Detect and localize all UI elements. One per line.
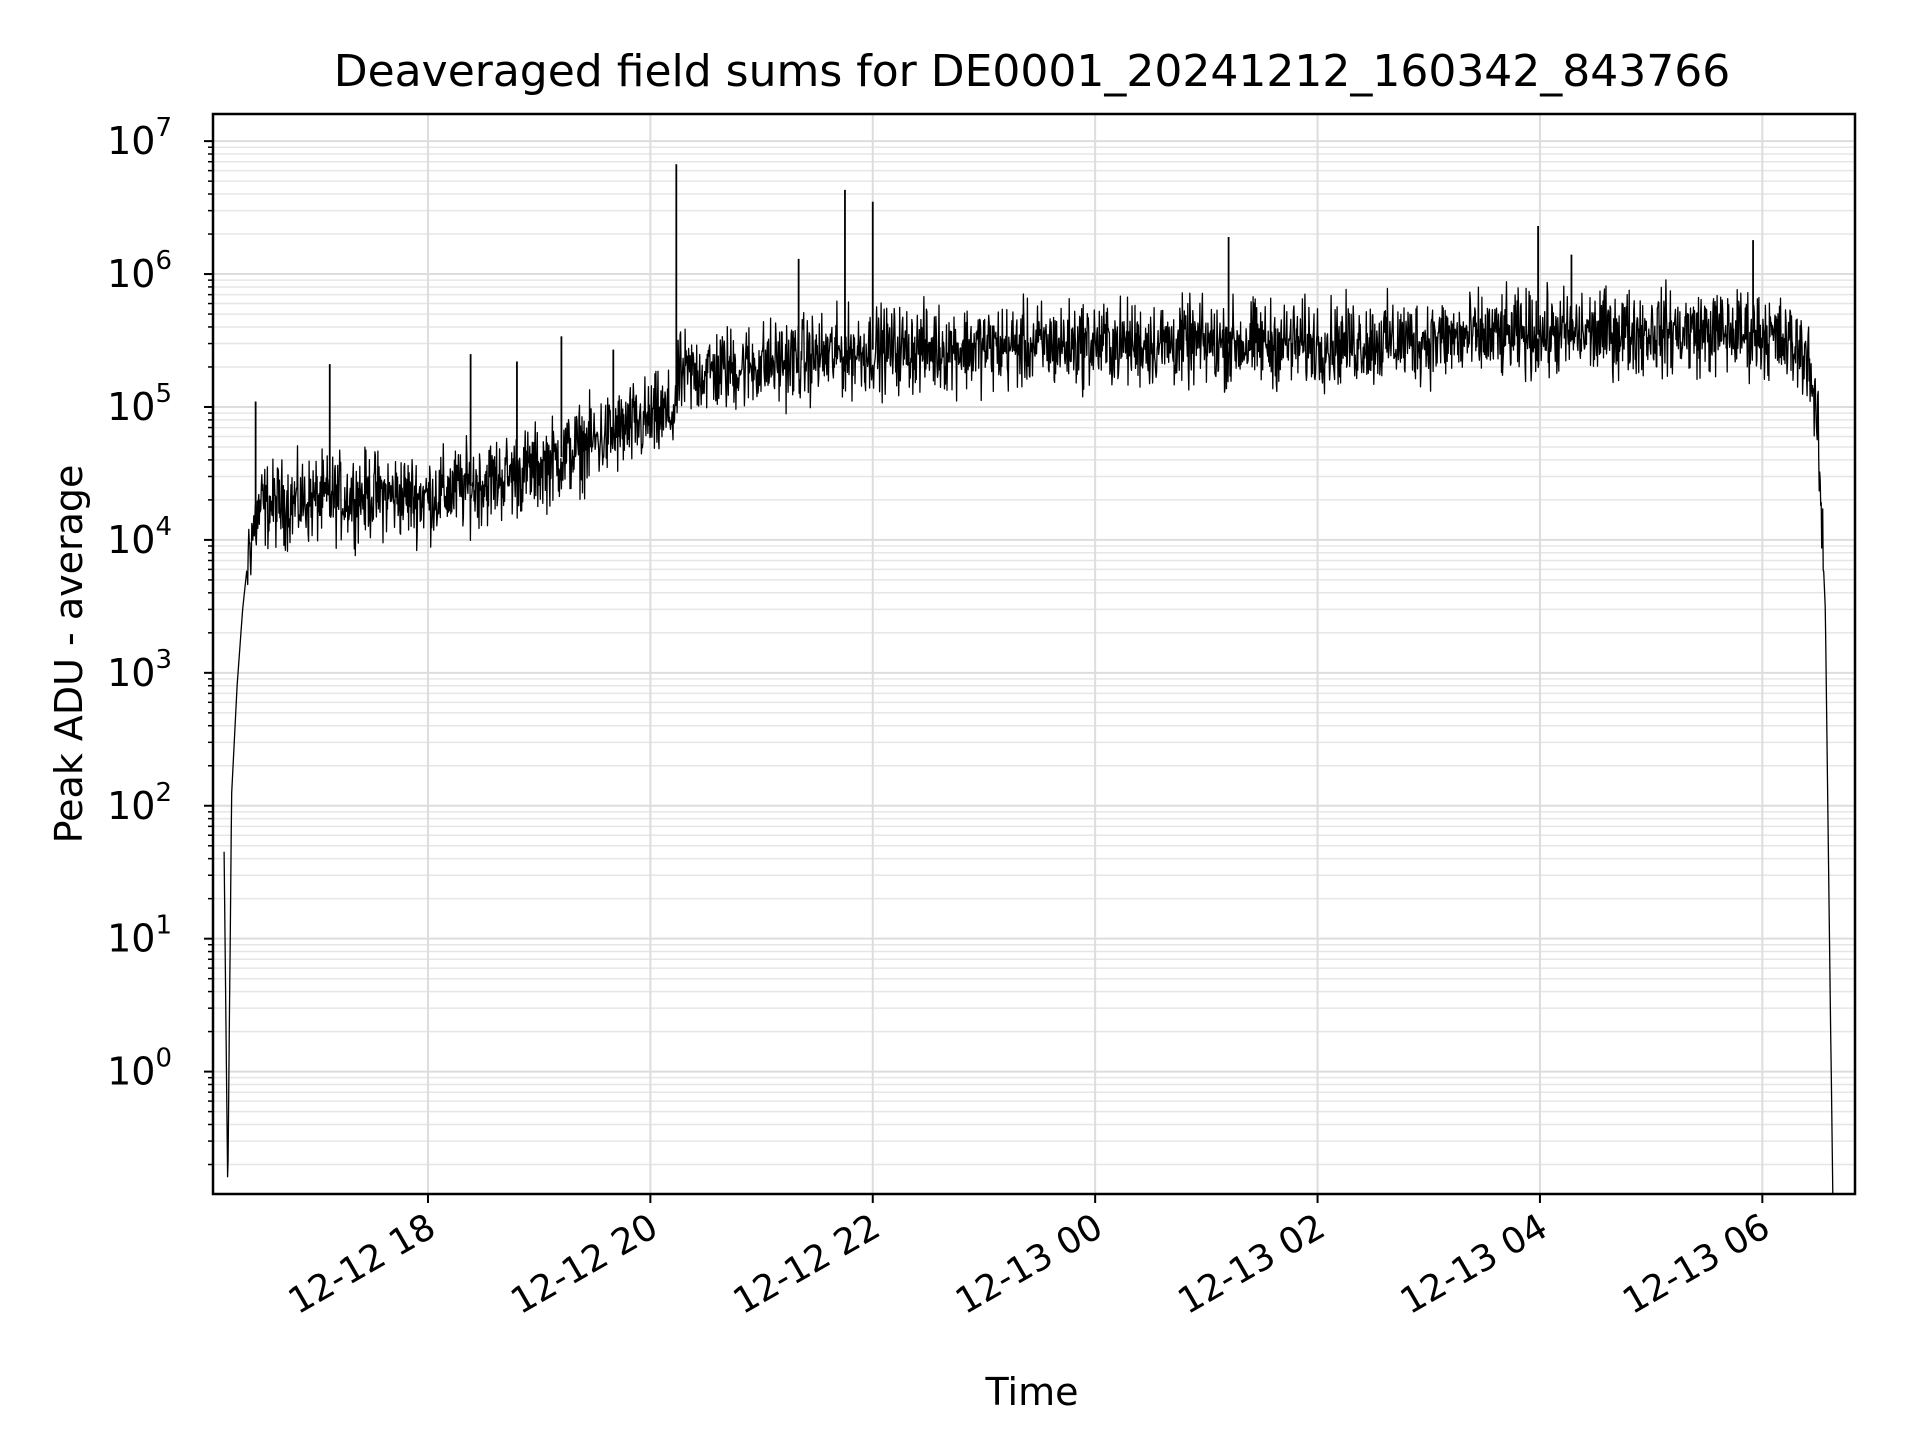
- y-axis-label: Peak ADU - average: [47, 465, 91, 844]
- y-tick-label: 103: [107, 645, 172, 695]
- y-tick-label: 101: [107, 911, 172, 961]
- y-tick-label: 104: [107, 512, 172, 562]
- plot-layer: [223, 164, 1834, 1195]
- data-trace: [223, 279, 1834, 1195]
- y-tick-label: 105: [107, 379, 172, 429]
- axes-frame: [211, 112, 1857, 1196]
- chart-title: Deaveraged field sums for DE0001_2024121…: [334, 46, 1731, 97]
- y-tick-label: 100: [107, 1044, 172, 1094]
- y-tick-label: 102: [107, 778, 172, 828]
- x-axis-label: Time: [985, 1370, 1079, 1414]
- y-tick-label: 106: [107, 246, 172, 296]
- grid-layer: [213, 114, 1855, 1194]
- y-tick-label: 107: [107, 113, 172, 163]
